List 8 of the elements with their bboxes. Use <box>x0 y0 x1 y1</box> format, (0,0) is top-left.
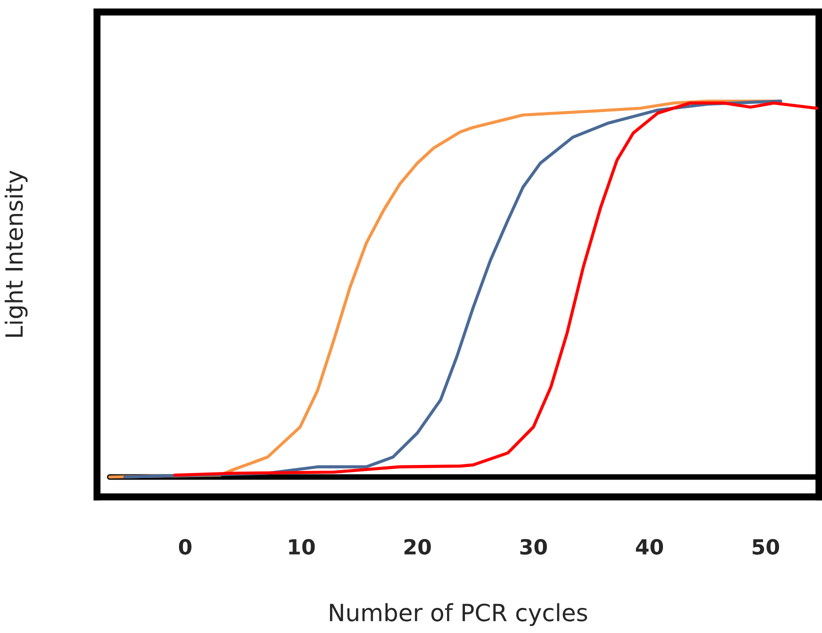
x-axis-title: Number of PCR cycles <box>330 603 588 626</box>
x-tick-label: 30 <box>520 538 547 555</box>
x-tick-label: 0 <box>178 538 192 555</box>
y-axis-title: Light Intensity <box>4 170 28 337</box>
x-tick-label: 10 <box>289 538 315 555</box>
x-tick-label: 40 <box>636 538 663 555</box>
x-tick-label: 20 <box>404 538 431 555</box>
x-tick-label: 50 <box>752 538 780 555</box>
